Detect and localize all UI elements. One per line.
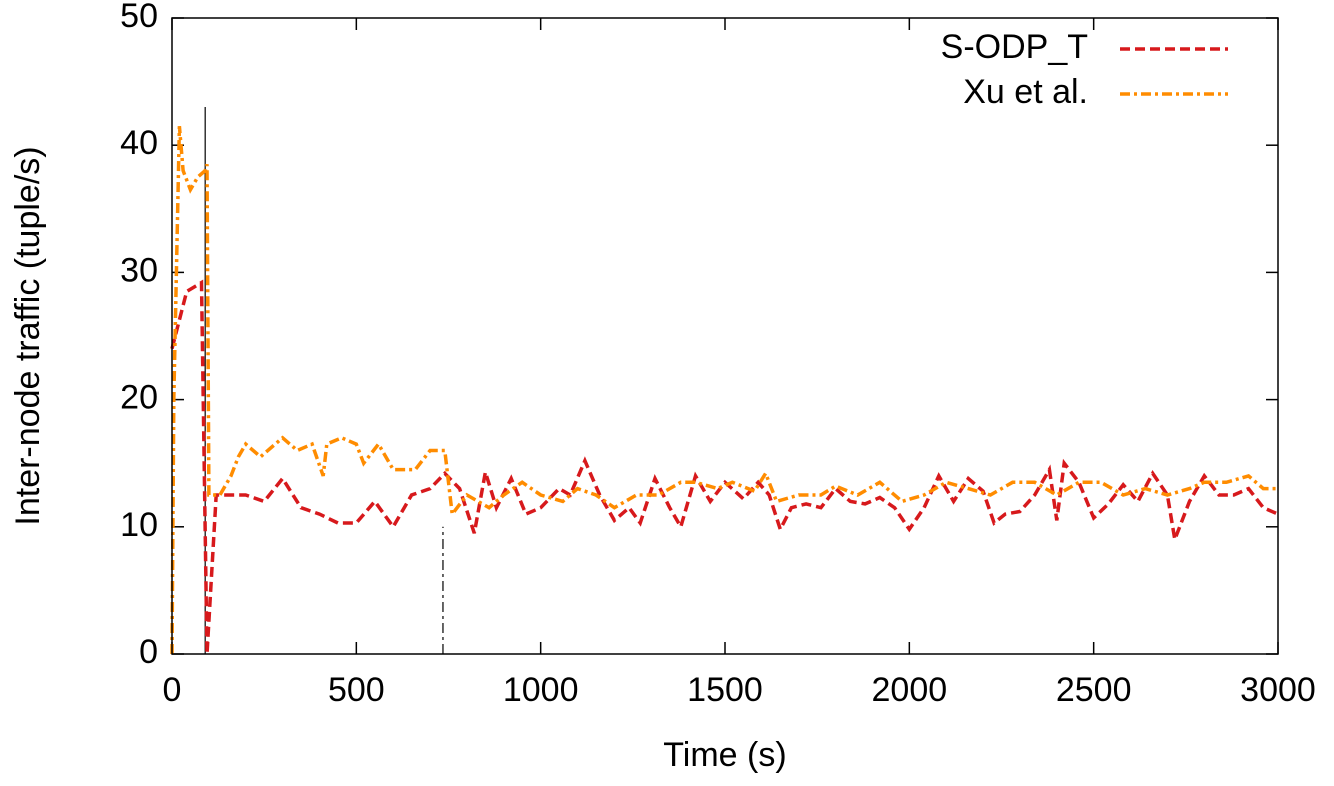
x-tick-label: 3000 <box>1240 671 1316 709</box>
y-tick-label: 50 <box>120 0 158 35</box>
x-axis-label: Time (s) <box>663 736 786 774</box>
x-tick-label: 1500 <box>687 671 763 709</box>
x-tick-label: 500 <box>328 671 385 709</box>
x-tick-label: 2500 <box>1056 671 1132 709</box>
y-tick-label: 20 <box>120 379 158 417</box>
y-tick-label: 30 <box>120 251 158 289</box>
legend-label: S-ODP_T <box>941 28 1088 66</box>
y-tick-label: 10 <box>120 506 158 544</box>
series-line <box>170 125 1278 655</box>
y-tick-label: 0 <box>139 633 158 671</box>
series-line <box>170 279 1279 655</box>
y-tick-label: 40 <box>120 124 158 162</box>
plot-frame <box>171 17 1279 655</box>
x-tick-label: 0 <box>163 671 182 709</box>
legend-label: Xu et al. <box>963 73 1088 111</box>
x-tick-label: 2000 <box>872 671 948 709</box>
y-axis-label: Inter-node traffic (tuple/s) <box>9 146 47 525</box>
x-tick-label: 1000 <box>503 671 579 709</box>
